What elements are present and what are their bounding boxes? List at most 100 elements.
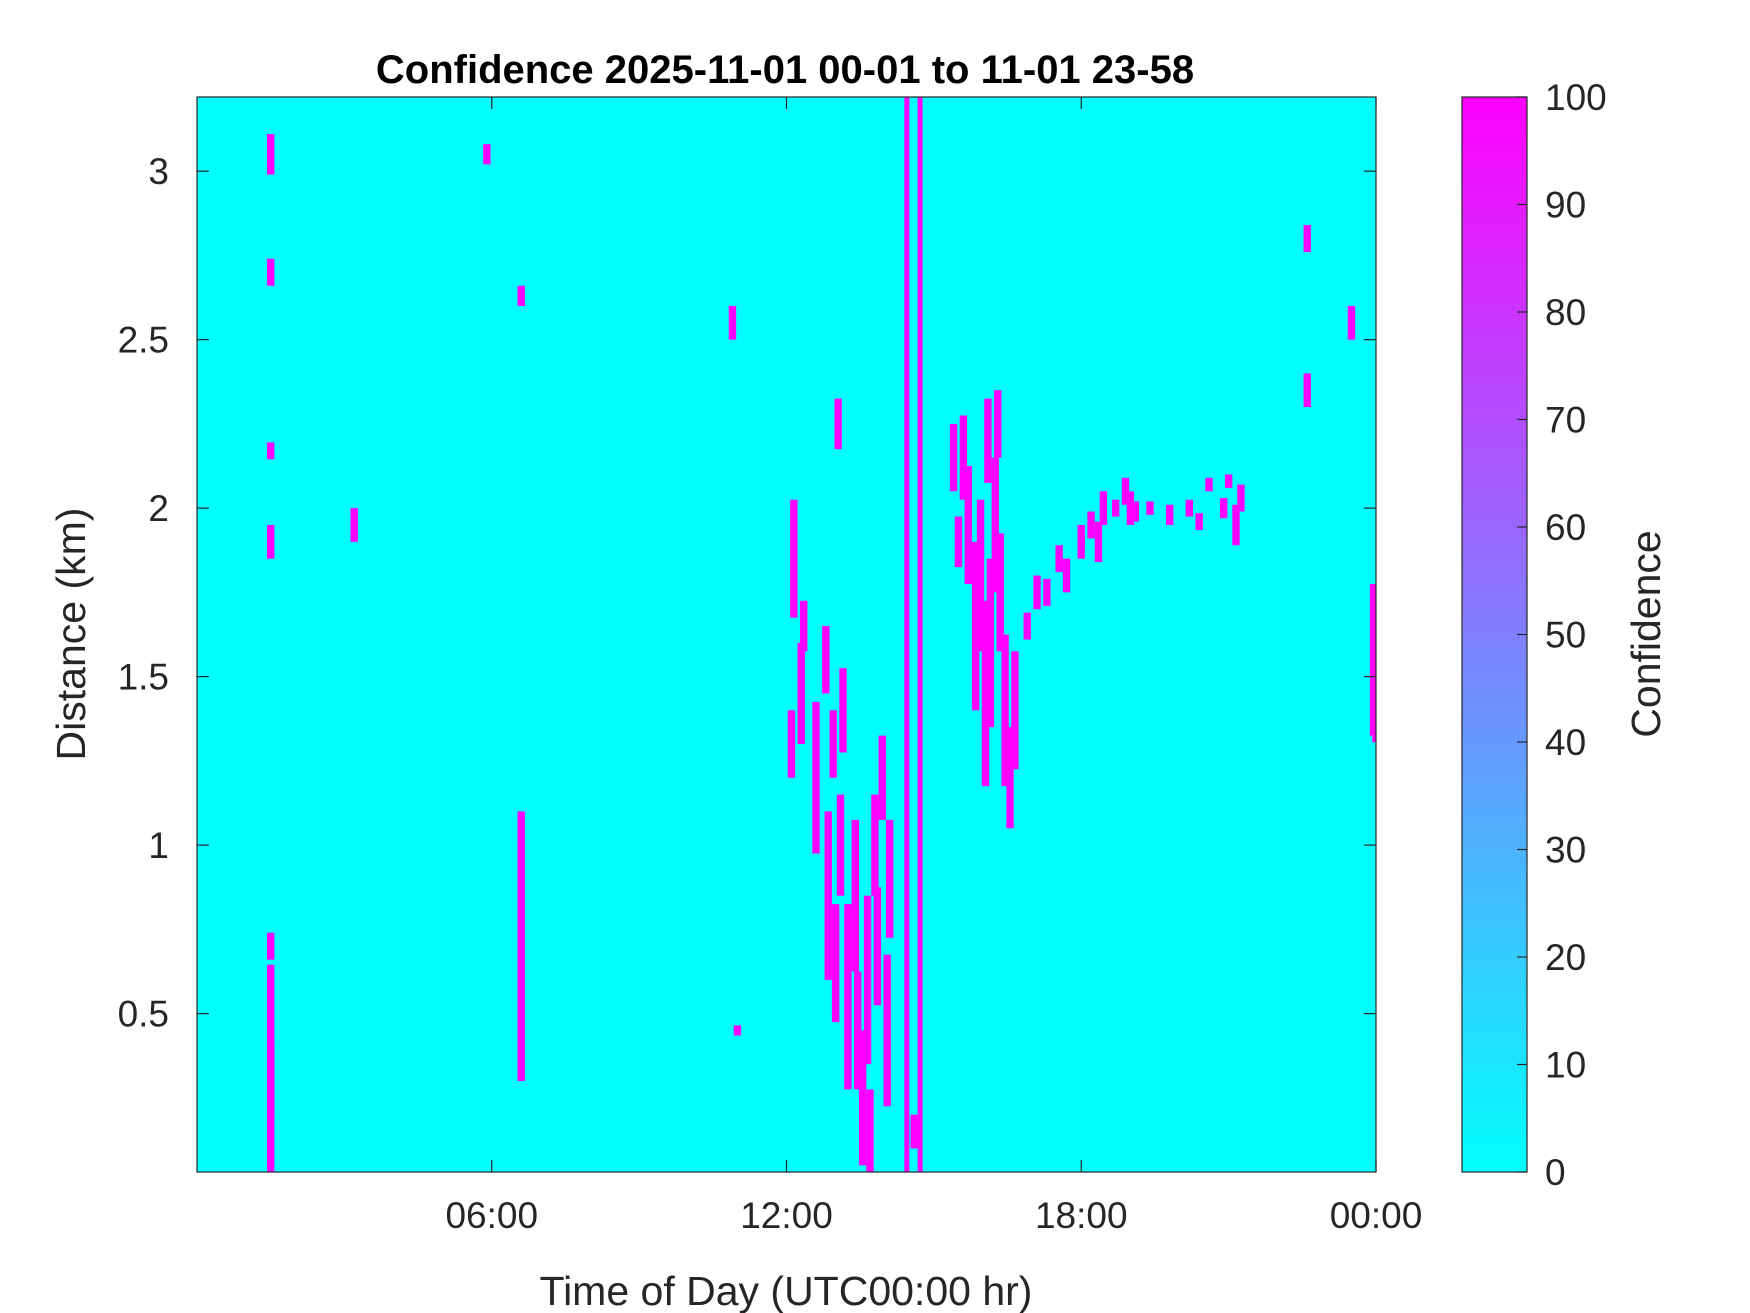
colorbar-tick-label: 50 xyxy=(1545,615,1586,656)
chart-title: Confidence 2025-11-01 00-01 to 11-01 23-… xyxy=(376,48,1194,92)
heatmap-cell xyxy=(1121,477,1130,505)
heatmap-cell xyxy=(866,1089,874,1172)
heatmap-cell xyxy=(1347,305,1356,340)
heatmap-cell xyxy=(1237,484,1245,512)
heatmap-cell xyxy=(1043,578,1051,606)
heatmap-cell xyxy=(1001,634,1009,787)
heatmap-cell xyxy=(1195,513,1203,531)
heatmap-cell xyxy=(878,735,886,820)
colorbar-tick-label: 40 xyxy=(1545,722,1586,763)
heatmap-cell xyxy=(733,1025,742,1036)
heatmap-cell xyxy=(1006,727,1014,829)
heatmap-cell xyxy=(1062,558,1071,593)
heatmap-cell xyxy=(824,811,832,980)
heatmap-cell xyxy=(517,811,525,1082)
heatmap-cell xyxy=(1369,583,1376,736)
heatmap-cell xyxy=(800,600,808,652)
heatmap-cell xyxy=(839,668,847,753)
heatmap-cell xyxy=(954,516,963,568)
colorbar-ticks: 0 10 20 30 40 50 60 70 80 90 100 xyxy=(1517,77,1607,1193)
y-axis: 0.5 1 1.5 2 2.5 3 xyxy=(118,151,1376,1035)
heatmap-cell xyxy=(267,258,275,286)
heatmap-cell xyxy=(1094,521,1103,563)
heatmap-cell xyxy=(1111,499,1120,517)
heatmap-cell xyxy=(267,1043,275,1119)
colorbar-tick-label: 60 xyxy=(1545,507,1586,548)
heatmap-cell xyxy=(267,524,275,559)
y-tick-label: 1.5 xyxy=(118,657,169,698)
heatmap-cell xyxy=(991,457,999,593)
heatmap-cell xyxy=(267,932,275,960)
heatmap-cell xyxy=(834,398,842,450)
heatmap-cell xyxy=(981,600,990,787)
colorbar-tick-label: 10 xyxy=(1545,1045,1586,1086)
heatmap-cell xyxy=(1131,501,1139,522)
y-tick-label: 3 xyxy=(148,151,169,192)
heatmap-cell xyxy=(1023,612,1031,640)
heatmap-cell xyxy=(1011,651,1019,770)
heatmap-cell xyxy=(851,819,859,972)
plot-background xyxy=(197,97,1376,1172)
heatmap-cell xyxy=(350,508,358,542)
heatmap-vertical-streak xyxy=(917,97,923,1172)
y-tick-label: 2.5 xyxy=(118,320,169,361)
heatmap-cell xyxy=(1087,511,1095,539)
colorbar-tick-label: 70 xyxy=(1545,400,1586,441)
x-tick-label: 06:00 xyxy=(445,1195,538,1236)
heatmap-cell xyxy=(1303,225,1311,253)
heatmap-cell xyxy=(883,954,891,1107)
y-tick-label: 1 xyxy=(148,825,169,866)
heatmap-cell xyxy=(858,1030,867,1166)
heatmap-cell xyxy=(1126,491,1135,525)
x-tick-label: 00:00 xyxy=(1330,1195,1423,1236)
heatmap-cell xyxy=(1232,504,1240,546)
heatmap-cell xyxy=(267,134,275,175)
colorbar xyxy=(1461,96,1528,1173)
x-tick-label: 18:00 xyxy=(1035,1195,1128,1236)
heatmap-cell xyxy=(971,541,980,711)
heatmap-cell xyxy=(1077,524,1085,559)
heatmap-cell xyxy=(1165,504,1174,525)
heatmap-cell xyxy=(871,794,879,896)
heatmap-cell xyxy=(829,710,837,778)
heatmap-cell xyxy=(959,415,968,500)
colorbar-tick-label: 100 xyxy=(1545,77,1607,118)
heatmap-cell xyxy=(996,533,1004,652)
heatmap-cell xyxy=(986,558,995,728)
heatmap-cell xyxy=(1372,725,1376,743)
heatmap-cell xyxy=(994,390,1002,458)
heatmap-cell xyxy=(787,710,796,778)
colorbar-tick-label: 90 xyxy=(1545,185,1586,226)
colorbar-tick-label: 20 xyxy=(1545,937,1586,978)
heatmap-cell xyxy=(831,904,840,1023)
y-tick-label: 2 xyxy=(148,488,169,529)
heatmap-cell xyxy=(1099,491,1108,525)
heatmap-cell xyxy=(1146,501,1154,515)
heatmap-cell xyxy=(964,466,972,584)
heatmap-cell xyxy=(483,144,491,165)
heatmap-cell xyxy=(1303,373,1311,408)
heatmap-cell xyxy=(854,971,862,1090)
heatmap-cell xyxy=(267,442,275,460)
heatmap-cell xyxy=(790,499,798,618)
heatmap-cell xyxy=(863,895,872,1065)
heatmap-cell xyxy=(1224,474,1233,488)
colorbar-tick-label: 0 xyxy=(1545,1152,1566,1193)
heatmap-cell xyxy=(1185,499,1194,517)
heatmap-cell xyxy=(984,398,992,483)
heatmap-cell xyxy=(885,819,894,938)
heatmap-cell xyxy=(812,701,820,854)
heatmap-cell xyxy=(517,285,525,306)
heatmap-cell xyxy=(1055,545,1063,573)
heatmap-cell xyxy=(1220,498,1228,519)
heatmap-cell xyxy=(910,1114,918,1149)
y-axis-title: Distance (km) xyxy=(48,508,94,761)
heatmap-cell xyxy=(949,423,958,492)
x-tick-label: 12:00 xyxy=(740,1195,833,1236)
heatmap-cell xyxy=(267,964,275,1172)
heatmap-cell xyxy=(1033,575,1041,610)
x-axis-title: Time of Day (UTC00:00 hr) xyxy=(540,1268,1033,1313)
heatmap-cell xyxy=(1205,477,1213,492)
heatmap-cell xyxy=(822,626,830,694)
heatmap-cell xyxy=(976,499,985,652)
